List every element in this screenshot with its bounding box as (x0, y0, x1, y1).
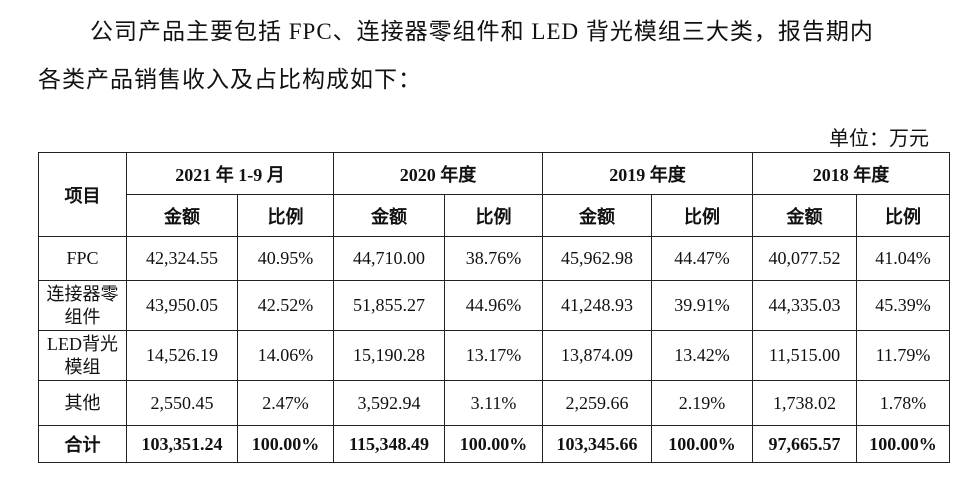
table-cell: 41,248.93 (542, 280, 652, 331)
total-cell: 100.00% (651, 425, 753, 463)
header-cell: 比例 (444, 194, 543, 237)
table-cell: 2.19% (651, 380, 753, 426)
table-cell: 45.39% (856, 280, 950, 331)
paragraph-line: 各类产品销售收入及占比构成如下： (38, 67, 422, 92)
total-cell: 100.00% (444, 425, 543, 463)
header-cell: 2019 年度 (542, 152, 753, 195)
table-cell: 42,324.55 (126, 236, 238, 281)
row-label: 其他 (38, 380, 127, 426)
table-cell: 14.06% (237, 330, 334, 381)
table-cell: 2.47% (237, 380, 334, 426)
total-cell: 115,348.49 (333, 425, 445, 463)
table-cell: 44,335.03 (752, 280, 857, 331)
table-cell: 44.47% (651, 236, 753, 281)
row-label: 合计 (38, 425, 127, 463)
header-cell: 金额 (126, 194, 238, 237)
header-cell: 比例 (856, 194, 950, 237)
header-cell: 2021 年 1-9 月 (126, 152, 334, 195)
header-cell: 金额 (542, 194, 652, 237)
header-cell: 比例 (237, 194, 334, 237)
total-cell: 103,345.66 (542, 425, 652, 463)
table-cell: 2,259.66 (542, 380, 652, 426)
total-cell: 97,665.57 (752, 425, 857, 463)
total-cell: 103,351.24 (126, 425, 238, 463)
table-cell: 13.17% (444, 330, 543, 381)
table-cell: 45,962.98 (542, 236, 652, 281)
table-cell: 40.95% (237, 236, 334, 281)
header-cell: 2020 年度 (333, 152, 543, 195)
table-cell: 13.42% (651, 330, 753, 381)
header-cell: 2018 年度 (752, 152, 950, 195)
header-cell: 比例 (651, 194, 753, 237)
paragraph-line: 公司产品主要包括 FPC、连接器零组件和 LED 背光模组三大类，报告期内 (90, 19, 874, 44)
row-label: FPC (38, 236, 127, 281)
table-cell: 51,855.27 (333, 280, 445, 331)
table-cell: 43,950.05 (126, 280, 238, 331)
unit-note: 单位：万元 (829, 128, 929, 150)
total-cell: 100.00% (237, 425, 334, 463)
table-cell: 11.79% (856, 330, 950, 381)
header-cell: 金额 (752, 194, 857, 237)
table-cell: 3.11% (444, 380, 543, 426)
table-cell: 1,738.02 (752, 380, 857, 426)
row-label: 连接器零组件 (38, 280, 127, 331)
table-cell: 11,515.00 (752, 330, 857, 381)
table-cell: 1.78% (856, 380, 950, 426)
table-cell: 41.04% (856, 236, 950, 281)
header-cell: 项目 (38, 152, 127, 237)
sales-table: 项目 2021 年 1-9 月 2020 年度 2019 年度 2018 年度 金额 比例金… (38, 152, 950, 463)
total-cell: 100.00% (856, 425, 950, 463)
table-cell: 42.52% (237, 280, 334, 331)
table-cell: 44,710.00 (333, 236, 445, 281)
row-label: LED背光模组 (38, 330, 127, 381)
table-cell: 40,077.52 (752, 236, 857, 281)
table-cell: 44.96% (444, 280, 543, 331)
table-cell: 3,592.94 (333, 380, 445, 426)
table-cell: 39.91% (651, 280, 753, 331)
header-cell: 金额 (333, 194, 445, 237)
table-cell: 13,874.09 (542, 330, 652, 381)
table-cell: 2,550.45 (126, 380, 238, 426)
table-cell: 15,190.28 (333, 330, 445, 381)
table-cell: 14,526.19 (126, 330, 238, 381)
table-cell: 38.76% (444, 236, 543, 281)
